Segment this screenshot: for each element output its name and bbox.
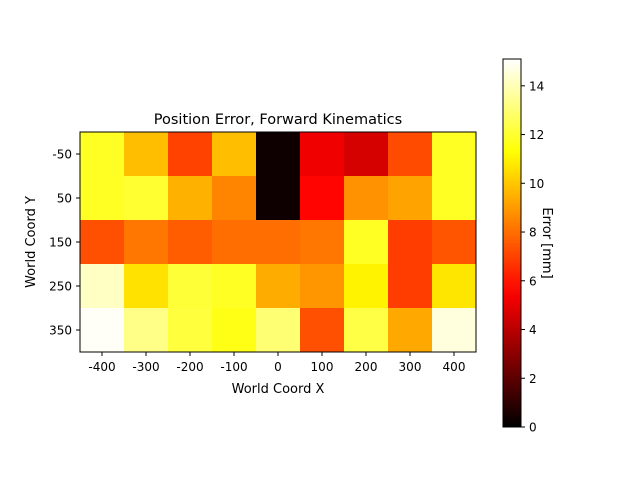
x-tick-label: -100 <box>220 360 247 374</box>
heatmap-cell <box>212 264 257 309</box>
heatmap-cell <box>212 220 257 265</box>
y-tick-label: 250 <box>49 280 72 294</box>
heatmap-cell <box>212 132 257 177</box>
heatmap-cell <box>80 220 125 265</box>
heatmap-cell <box>124 308 169 353</box>
colorbar-tick-label: 12 <box>529 128 544 142</box>
heatmap-cell <box>432 176 477 221</box>
heatmap-cell <box>168 220 213 265</box>
x-axis-label: World Coord X <box>232 382 325 397</box>
heatmap-cell <box>124 264 169 309</box>
x-axis-ticks: -400 -300 -200 -100 0 100 200 300 400 <box>88 352 465 374</box>
heatmap-cell <box>168 132 213 177</box>
colorbar-ticks: 0 2 4 6 8 10 12 14 <box>521 79 544 435</box>
heatmap-cell <box>388 220 433 265</box>
x-tick-label: -200 <box>176 360 203 374</box>
colorbar-tick-label: 6 <box>529 274 537 288</box>
heatmap-cell <box>344 176 389 221</box>
heatmap-cell <box>300 264 345 309</box>
heatmap-cell <box>388 132 433 177</box>
heatmap-cell <box>388 176 433 221</box>
heatmap-cell <box>300 176 345 221</box>
colorbar-tick-label: 2 <box>529 372 537 386</box>
y-axis-ticks: -50 50 150 250 350 <box>49 148 80 338</box>
heatmap-cell <box>344 264 389 309</box>
heatmap-cell <box>168 176 213 221</box>
x-tick-label: 100 <box>311 360 334 374</box>
colorbar-tick-label: 0 <box>529 421 537 435</box>
x-tick-label: 0 <box>274 360 282 374</box>
heatmap-cell <box>300 132 345 177</box>
heatmap-cell <box>256 176 301 221</box>
heatmap-cell <box>432 132 477 177</box>
chart-title: Position Error, Forward Kinematics <box>154 112 402 128</box>
y-tick-label: 50 <box>57 192 72 206</box>
heatmap-cell <box>432 264 477 309</box>
colorbar-tick-label: 10 <box>529 177 544 191</box>
heatmap-cell <box>344 220 389 265</box>
heatmap-cell <box>80 264 125 309</box>
y-tick-label: -50 <box>52 148 72 162</box>
heatmap-cell <box>80 176 125 221</box>
heatmap-cell <box>300 220 345 265</box>
heatmap-cells <box>80 132 477 353</box>
x-tick-label: 200 <box>355 360 378 374</box>
heatmap-cell <box>212 176 257 221</box>
heatmap-cell <box>256 308 301 353</box>
heatmap-cell <box>124 176 169 221</box>
heatmap-cell <box>168 308 213 353</box>
x-tick-label: -300 <box>132 360 159 374</box>
heatmap-cell <box>256 220 301 265</box>
heatmap-cell <box>256 264 301 309</box>
y-axis-label: World Coord Y <box>24 196 39 288</box>
heatmap-cell <box>432 220 477 265</box>
heatmap-cell <box>388 264 433 309</box>
heatmap-cell <box>80 132 125 177</box>
heatmap-cell <box>124 220 169 265</box>
heatmap-cell <box>344 308 389 353</box>
heatmap-cell <box>388 308 433 353</box>
heatmap-cell <box>168 264 213 309</box>
heatmap-cell <box>432 308 477 353</box>
colorbar-label: Error [mm] <box>539 207 554 278</box>
x-tick-label: 300 <box>399 360 422 374</box>
heatmap-cell <box>212 308 257 353</box>
x-tick-label: -400 <box>88 360 115 374</box>
colorbar <box>502 58 522 428</box>
y-tick-label: 350 <box>49 324 72 338</box>
x-tick-label: 400 <box>443 360 466 374</box>
heatmap-cell <box>300 308 345 353</box>
heatmap-cell <box>344 132 389 177</box>
colorbar-tick-label: 14 <box>529 79 544 93</box>
heatmap-cell <box>80 308 125 353</box>
heatmap-cell <box>124 132 169 177</box>
y-tick-label: 150 <box>49 236 72 250</box>
colorbar-tick-label: 4 <box>529 323 537 337</box>
colorbar-tick-label: 8 <box>529 226 537 240</box>
heatmap-cell <box>256 132 301 177</box>
